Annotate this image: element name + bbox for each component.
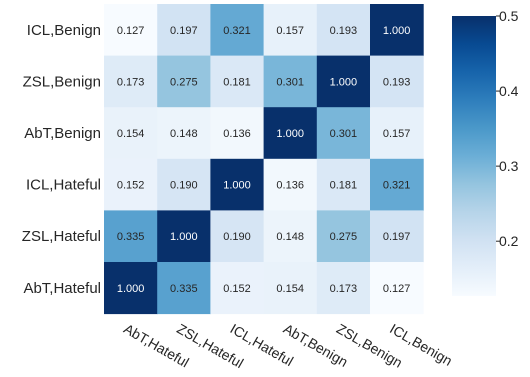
cell-value-label: 0.173	[330, 283, 358, 295]
cell-value-label: 0.193	[383, 76, 411, 88]
cell-value-label: 0.152	[117, 180, 145, 192]
heatmap-cell	[316, 158, 371, 211]
heatmap-cell	[316, 210, 371, 263]
heatmap-cell	[316, 55, 371, 108]
column-labels: AbT,HatefulZSL,HatefulICL,HatefulAbT,Ben…	[121, 320, 455, 371]
cell-value-label: 0.181	[223, 76, 251, 88]
heatmap-cell	[210, 210, 265, 263]
cell-value-label: 0.173	[117, 76, 145, 88]
colorbar-tick-label: 0.4	[499, 83, 519, 99]
cell-value-label: 0.181	[330, 180, 358, 192]
cell-value-label: 0.152	[223, 283, 251, 295]
heatmap-cell	[210, 262, 265, 315]
cell-value-label: 1.000	[223, 180, 251, 192]
colorbar-tick-label: 0.5	[499, 8, 519, 24]
row-tick-label: ICL,Hateful	[26, 177, 101, 194]
heatmap-cell	[263, 210, 318, 263]
cell-value-label: 1.000	[330, 76, 358, 88]
cell-value-label: 0.127	[117, 25, 145, 37]
heatmap-cell	[157, 262, 211, 315]
heatmap-cell	[316, 262, 371, 315]
cell-value-label: 0.157	[276, 25, 304, 37]
row-labels: ICL,Benign ZSL,Benign AbT,Benign ICL,Hatefu…	[22, 22, 101, 297]
cell-value-label: 0.321	[223, 25, 251, 37]
colorbar	[452, 16, 496, 296]
heatmap-cell	[104, 55, 158, 108]
cell-value-label: 0.193	[330, 25, 358, 37]
heatmap-cell	[210, 55, 265, 108]
heatmap-cell	[104, 4, 158, 57]
heatmap-cell	[370, 210, 424, 263]
cell-value-label: 0.301	[276, 76, 304, 88]
cell-value-label: 0.127	[383, 283, 411, 295]
heatmap-cell	[316, 4, 371, 57]
cell-value-label: 0.275	[330, 231, 358, 243]
heatmap-cell	[263, 158, 318, 211]
heatmap-cell	[104, 262, 158, 315]
cell-value-label: 0.136	[223, 128, 251, 140]
colorbar-ticks: 0.2 0.3 0.4 0.5	[496, 8, 519, 249]
cell-value-label: 0.136	[276, 180, 304, 192]
cell-value-label: 1.000	[117, 283, 145, 295]
cell-value-label: 1.000	[170, 231, 198, 243]
colorbar-tick-label: 0.2	[499, 233, 519, 249]
cell-value-label: 0.275	[170, 76, 198, 88]
heatmap-cell	[157, 4, 211, 57]
colorbar-tick-label: 0.3	[499, 158, 519, 174]
cell-value-label: 0.335	[117, 231, 145, 243]
cell-value-label: 0.321	[383, 180, 411, 192]
heatmap-cell	[263, 262, 318, 315]
row-tick-label: AbT,Benign	[24, 125, 101, 142]
cell-value-label: 0.148	[170, 128, 198, 140]
cell-value-label: 0.157	[383, 128, 411, 140]
cell-value-label: 0.154	[117, 128, 145, 140]
heatmap-cell	[370, 4, 424, 57]
heatmap-cell	[263, 4, 318, 57]
heatmap-cell	[263, 55, 318, 108]
row-tick-label: ZSL,Hateful	[22, 228, 101, 245]
heatmap-cell	[157, 55, 211, 108]
heatmap-cell	[370, 107, 424, 160]
heatmap-cells: 0.127 0.197 0.321 0.157 0.193 1.000 0.173 0.275…	[104, 4, 424, 315]
heatmap-cell	[104, 158, 158, 211]
heatmap-cell	[210, 107, 265, 160]
cell-value-label: 0.197	[170, 25, 198, 37]
heatmap-cell	[157, 210, 211, 263]
heatmap-cell	[104, 210, 158, 263]
cell-value-label: 0.197	[383, 231, 411, 243]
cell-value-label: 1.000	[383, 25, 411, 37]
cell-value-label: 1.000	[276, 128, 304, 140]
heatmap-cell	[316, 107, 371, 160]
cell-value-label: 0.301	[330, 128, 358, 140]
row-tick-label: ICL,Benign	[27, 22, 101, 39]
heatmap-cell	[210, 158, 265, 211]
cell-value-label: 0.190	[170, 180, 198, 192]
cell-value-label: 0.335	[170, 283, 198, 295]
heatmap-cell	[263, 107, 318, 160]
cell-value-label: 0.154	[276, 283, 304, 295]
heatmap-cell	[370, 158, 424, 211]
heatmap-cell	[370, 262, 424, 315]
heatmap-cell	[157, 107, 211, 160]
cell-value-label: 0.190	[223, 231, 251, 243]
heatmap-cell	[370, 55, 424, 108]
heatmap-cell	[104, 107, 158, 160]
row-tick-label: AbT,Hateful	[23, 280, 101, 297]
cell-value-label: 0.148	[276, 231, 304, 243]
heatmap-cell	[157, 158, 211, 211]
row-tick-label: ZSL,Benign	[23, 73, 101, 90]
heatmap-cell	[210, 4, 265, 57]
